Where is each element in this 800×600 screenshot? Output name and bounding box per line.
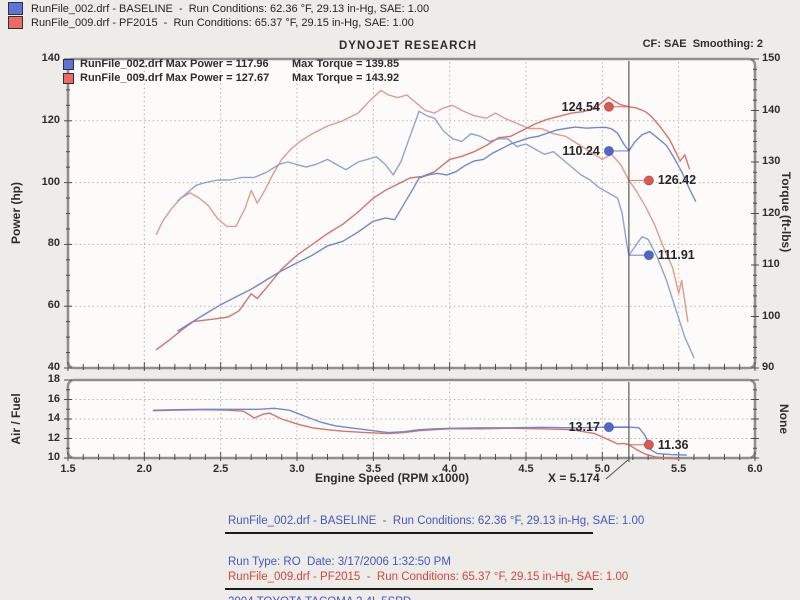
run-legend-row-pf2015: RunFile_009.drf - PF2015 - Run Condition…: [8, 16, 429, 29]
power-axis-title: Power (hp): [9, 182, 23, 244]
pf2015-run-info: RunFile_009.drf - PF2015 - Run Condition…: [228, 544, 628, 600]
max-power-label: RunFile_002.drf Max Power = 117.96: [80, 58, 269, 70]
run-legend-text: RunFile_009.drf - PF2015 - Run Condition…: [31, 16, 414, 29]
max-values-row-pf2015: RunFile_009.drf Max Power = 127.67 Max T…: [63, 71, 399, 85]
baseline-color-swatch-icon: [8, 2, 23, 15]
run-info-line: Run Type: RO Date: 3/17/2006 1:32:50 PM: [228, 555, 451, 568]
cursor-x-value-label: X = 5.174: [548, 471, 600, 485]
max-torque-label: Max Torque = 143.92: [292, 72, 400, 84]
separator-line: [225, 532, 593, 534]
run-legend-text: RunFile_002.drf - BASELINE - Run Conditi…: [31, 2, 430, 15]
baseline-color-swatch-icon: [63, 58, 74, 70]
baseline-torque-curve: [177, 110, 695, 359]
baseline-power-curve: [177, 126, 697, 332]
cursor-value-dot[interactable]: [643, 439, 654, 450]
max-values-legend: RunFile_002.drf Max Power = 117.96 Max T…: [63, 57, 399, 85]
max-torque-label: Max Torque = 139.85: [292, 58, 400, 70]
cursor-value-dot[interactable]: [603, 145, 614, 157]
main-plot-panel: [66, 57, 757, 370]
cursor-value-dot[interactable]: [643, 175, 654, 186]
pf2015-torque-curve: [155, 89, 689, 323]
run-info-line: RunFile_009.drf - PF2015 - Run Condition…: [228, 571, 629, 583]
cursor-x-leader-line: [605, 459, 629, 480]
run-info-line: 2004 TOYOTA TACOMA 2.4L 5SPD.: [228, 596, 644, 600]
max-power-label: RunFile_009.drf Max Power = 127.67: [80, 72, 270, 84]
run-info-line: RunFile_002.drf - BASELINE - Run Conditi…: [228, 515, 645, 527]
pf2015-color-swatch-icon: [63, 72, 74, 84]
separator-line: [225, 588, 593, 590]
run-legend: RunFile_002.drf - BASELINE - Run Conditi…: [8, 2, 429, 30]
engine-speed-axis-title: Engine Speed (RPM x1000): [314, 471, 470, 485]
air-fuel-axis-title: Air / Fuel: [9, 393, 23, 445]
baseline-run-info: RunFile_002.drf - BASELINE - Run Conditi…: [228, 488, 644, 600]
torque-axis-title: Torque (ft-lbs): [779, 171, 793, 253]
max-values-row-baseline: RunFile_002.drf Max Power = 117.96 Max T…: [63, 57, 399, 71]
cursor-value-dot[interactable]: [643, 250, 654, 261]
pf2015-color-swatch-icon: [8, 16, 23, 29]
cursor-value-dot[interactable]: [603, 421, 614, 433]
correction-smoothing-label: CF: SAE Smoothing: 2: [642, 38, 763, 50]
page-title: DYNOJET RESEARCH: [338, 40, 478, 52]
pf2015-power-curve: [155, 96, 691, 351]
none-axis-title: None: [777, 404, 791, 434]
baseline-af-curve: [152, 407, 687, 456]
run-legend-row-baseline: RunFile_002.drf - BASELINE - Run Conditi…: [8, 2, 429, 15]
pf2015-af-curve: [152, 409, 680, 460]
cursor-value-dot[interactable]: [603, 101, 614, 112]
